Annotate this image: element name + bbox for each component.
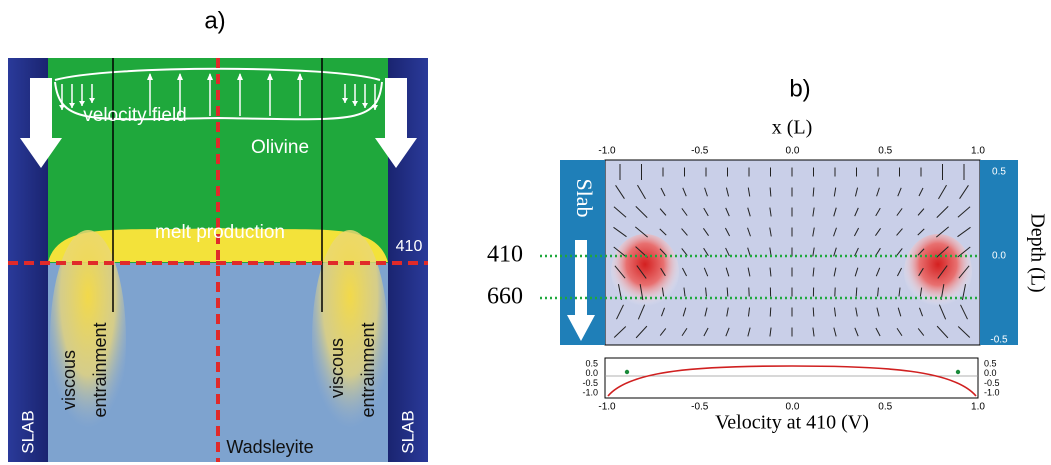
y-tick-label: 0.0 [984,368,997,378]
x-axis-title: x (L) [772,117,813,139]
figure: a) velocity field Olivine melt productio… [0,0,1051,465]
x-axis-title: Velocity at 410 (V) [715,412,869,434]
y-tick-label: 0.5 [992,167,1006,178]
slab-label: Slab [572,178,597,217]
velocity-field-label: velocity field [83,105,187,126]
entrainment-label: entrainment [90,322,110,417]
x-tick-label: -1.0 [598,146,616,157]
vector [856,288,857,297]
wadsleyite-label: Wadsleyite [226,437,313,457]
y-tick-label: -1.0 [582,387,598,397]
panel-label: a) [204,7,225,34]
y-tick-label: -0.5 [582,378,598,388]
y-tick-label: -1.0 [984,387,1000,397]
depth-label: 410 [487,242,523,268]
entrainment-label: viscous [327,338,347,398]
olivine-label: Olivine [251,137,309,158]
depth-label: 410 [396,238,423,255]
x-tick-label: 0.5 [878,146,892,157]
x-tick-label: 1.0 [971,146,985,157]
vector [813,308,814,317]
panel-b: b) x (L) Slab Depth (L) 410 660 Velocity… [487,75,1048,433]
marker [625,370,629,374]
entrainment-label: entrainment [358,322,378,417]
inset-plot [605,358,978,398]
y-tick-label: 0.5 [984,358,997,368]
x-tick-label: -0.5 [691,402,709,413]
panel-label: b) [789,75,810,102]
x-tick-label: -1.0 [598,402,616,413]
y-tick-label: -0.5 [984,378,1000,388]
vector [770,308,771,317]
entrainment-label: viscous [59,350,79,410]
y-axis-title: Depth (L) [1026,213,1048,292]
vector [727,288,728,297]
x-tick-label: 0.0 [786,146,800,157]
y-tick-label: 0.5 [585,358,598,368]
x-tick-label: 1.0 [971,402,985,413]
x-tick-label: 0.0 [786,402,800,413]
depth-label: 660 [487,284,523,310]
y-tick-label: -0.5 [990,335,1008,346]
marker [956,370,960,374]
slab-label: SLAB [18,410,37,453]
melt-label: melt production [155,222,285,243]
x-tick-label: 0.5 [878,402,892,413]
x-tick-label: -0.5 [691,146,709,157]
y-tick-label: 0.0 [992,251,1006,262]
panel-a: a) velocity field Olivine melt productio… [8,7,428,462]
slab-label: SLAB [398,410,417,453]
y-tick-label: 0.0 [585,368,598,378]
